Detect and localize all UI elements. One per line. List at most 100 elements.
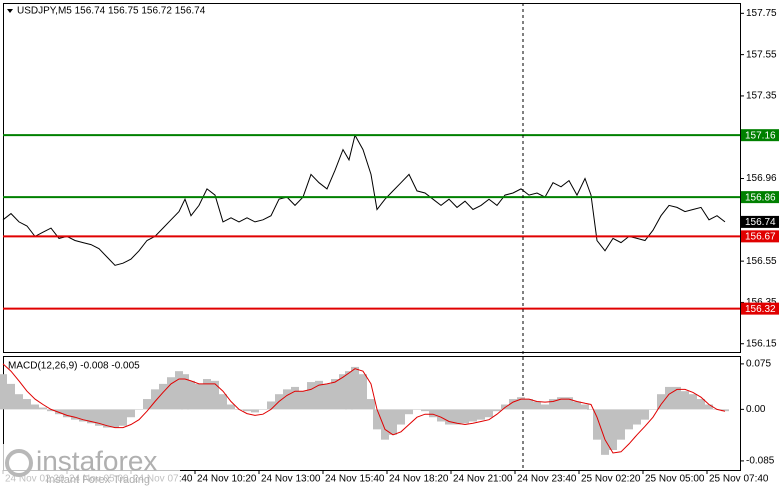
macd-bar xyxy=(721,409,729,412)
price-line xyxy=(2,133,726,266)
y-tick-label: 157.75 xyxy=(746,8,777,19)
macd-bar xyxy=(187,380,195,410)
macd-bar xyxy=(397,409,405,425)
macd-bar xyxy=(71,409,79,420)
macd-bar xyxy=(15,394,23,410)
macd-bar xyxy=(181,374,189,410)
price-panel xyxy=(3,3,741,353)
x-tick-label: 24 Nov 21:00 xyxy=(453,474,513,485)
watermark-logo xyxy=(5,449,33,477)
last-price-label: 156.74 xyxy=(745,217,776,228)
macd-bar xyxy=(55,409,63,415)
macd-bar xyxy=(47,409,55,412)
macd-bar xyxy=(299,391,307,410)
macd-bar xyxy=(673,386,681,410)
macd-bar xyxy=(665,386,673,410)
macd-bar xyxy=(381,409,389,440)
y-tick-label: 156.55 xyxy=(746,256,777,267)
macd-title: MACD(12,26,9) -0.008 -0.005 xyxy=(8,361,140,372)
macd-bar xyxy=(291,386,299,410)
macd-bar xyxy=(87,409,95,424)
macd-bar xyxy=(7,383,15,410)
macd-bar xyxy=(95,409,103,426)
y-tick-label: 157.55 xyxy=(746,49,777,60)
y-tick-label: 156.15 xyxy=(746,338,777,349)
signal-line xyxy=(2,363,726,454)
macd-bar xyxy=(307,382,315,410)
macd-bar xyxy=(339,374,347,410)
macd-bar xyxy=(517,397,525,410)
level-label-box xyxy=(741,191,779,204)
level-label: 156.86 xyxy=(745,192,776,203)
macd-bar xyxy=(389,409,397,435)
macd-bar xyxy=(331,379,339,410)
level-label-box xyxy=(741,129,779,142)
macd-bar xyxy=(625,409,633,430)
watermark: instaforex Instant Forex Trading xyxy=(2,444,180,489)
menu-arrow[interactable] xyxy=(7,9,13,13)
macd-bar xyxy=(323,383,331,410)
level-label-box xyxy=(741,302,779,315)
macd-bar xyxy=(549,399,557,410)
macd-bar xyxy=(477,409,485,420)
macd-bar xyxy=(143,399,151,410)
macd-bar xyxy=(267,401,275,410)
macd-bar xyxy=(315,380,323,410)
macd-bar xyxy=(657,394,665,410)
macd-bar xyxy=(525,399,533,410)
x-tick-label: 24 Nov 13:00 xyxy=(261,474,321,485)
watermark-tagline: Instant Forex Trading xyxy=(46,474,150,486)
x-tick-label: 24 Nov 18:20 xyxy=(389,474,449,485)
macd-bar xyxy=(127,409,135,418)
macd-bar xyxy=(633,409,641,425)
watermark-brand: instaforex xyxy=(36,445,157,476)
macd-bar xyxy=(601,409,609,455)
macd-bar xyxy=(405,409,413,415)
macd-bar xyxy=(649,409,657,410)
macd-bar xyxy=(39,407,47,410)
x-tick-label: 25 Nov 07:40 xyxy=(709,474,769,485)
macd-bar xyxy=(453,409,461,425)
macd-bar xyxy=(485,409,493,418)
x-tick-label: 25 Nov 02:20 xyxy=(581,474,641,485)
macd-bar xyxy=(587,409,595,410)
macd-panel xyxy=(3,356,741,471)
macd-bar xyxy=(641,409,649,420)
macd-bar xyxy=(573,401,581,410)
macd-bar xyxy=(203,379,211,410)
macd-bar xyxy=(351,366,359,410)
macd-bar xyxy=(681,391,689,410)
macd-bar xyxy=(135,409,143,410)
macd-bar xyxy=(103,409,111,428)
macd-bar xyxy=(195,383,203,410)
macd-bar xyxy=(373,409,381,430)
macd-bar xyxy=(211,380,219,410)
level-label: 156.67 xyxy=(745,231,776,242)
macd-bar xyxy=(617,409,625,440)
y-tick-label: -0.085 xyxy=(746,456,775,467)
level-label: 157.16 xyxy=(745,130,776,141)
macd-bar xyxy=(565,397,573,410)
macd-bar xyxy=(159,383,167,410)
y-tick-label: 157.35 xyxy=(746,91,777,102)
x-tick-label: 24 Nov 10:20 xyxy=(197,474,257,485)
macd-bar xyxy=(111,409,119,428)
y-tick-label: 0.075 xyxy=(746,359,771,370)
macd-bar xyxy=(461,409,469,424)
macd-bar xyxy=(151,389,159,410)
last-price-label-box xyxy=(741,215,779,228)
macd-bar xyxy=(63,409,71,418)
x-tick-label: 24 Nov 23:40 xyxy=(517,474,577,485)
macd-bar xyxy=(437,409,445,422)
macd-bar xyxy=(493,409,501,412)
y-tick-label: 156.96 xyxy=(746,173,777,184)
macd-bar xyxy=(31,404,39,410)
macd-bar xyxy=(243,409,251,412)
macd-bar xyxy=(367,399,375,410)
macd-bar xyxy=(609,409,617,450)
macd-bar xyxy=(119,409,127,426)
y-tick-label: 156.35 xyxy=(746,297,777,308)
macd-bar xyxy=(79,409,87,422)
level-label-box xyxy=(741,230,779,243)
